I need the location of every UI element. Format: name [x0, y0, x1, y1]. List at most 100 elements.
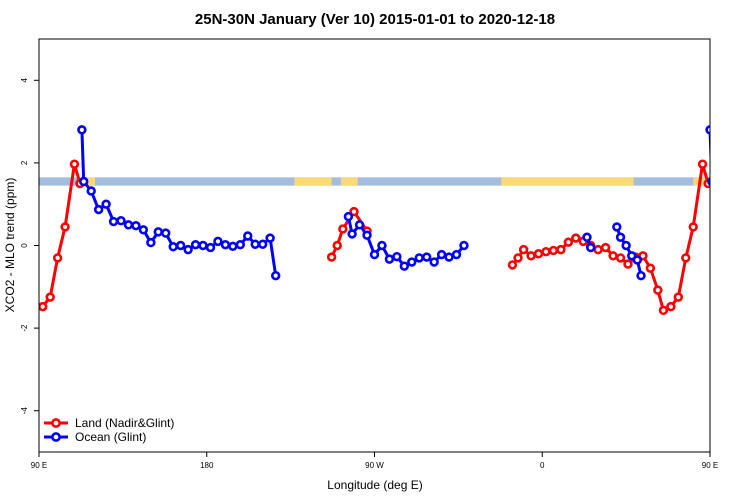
land-data-point	[39, 301, 48, 312]
ocean-data-point	[79, 176, 89, 187]
ocean-data-point	[436, 249, 447, 260]
land-data-point	[60, 222, 70, 232]
ocean-data-point	[621, 240, 631, 251]
land-data-point	[45, 292, 55, 302]
ocean-data-point	[421, 252, 432, 262]
ocean-band	[39, 177, 710, 186]
land-data-point	[69, 159, 80, 169]
ocean-data-point	[198, 240, 208, 251]
land-data-point	[658, 305, 669, 316]
land-data-point	[645, 263, 656, 273]
ocean-legend-marker	[51, 432, 61, 442]
ocean-data-point	[723, 206, 730, 213]
ocean-data-point	[707, 177, 710, 186]
ocean-data-point	[93, 204, 104, 215]
land-data-point	[518, 244, 529, 255]
land-band-segment	[693, 177, 710, 186]
land-ocean-band	[39, 177, 710, 186]
ocean-data-point	[77, 125, 87, 135]
land-data-point	[608, 251, 618, 261]
y-tick-label: 0	[20, 243, 29, 248]
land-data-point	[533, 249, 544, 259]
ocean-data-point	[612, 222, 622, 232]
y-tick-label: 2	[20, 160, 29, 165]
ocean-data-point	[377, 240, 387, 251]
ocean-data-point	[257, 239, 268, 249]
ocean-data-point	[459, 240, 469, 251]
ocean-data-point	[615, 232, 626, 242]
ocean-data-point	[362, 230, 372, 240]
ocean-data-point	[250, 239, 260, 249]
x-tick-label: 90 E	[702, 461, 718, 470]
ocean-data-point	[183, 244, 193, 255]
ocean-data-point	[131, 220, 141, 231]
land-data-point	[697, 159, 708, 169]
ocean-data-point	[213, 236, 223, 247]
ocean-data-point	[168, 242, 178, 252]
ocean-data-point	[354, 220, 365, 230]
land-data-point	[548, 245, 559, 256]
series-layer	[39, 125, 745, 316]
ocean-data-point	[86, 186, 96, 196]
ocean-data-point	[220, 239, 231, 250]
ocean-data-point	[190, 239, 201, 250]
land-data-point	[507, 260, 518, 270]
x-axis-label: Longitude (deg E)	[327, 478, 422, 492]
land-data-point	[571, 233, 581, 243]
land-data-point	[666, 301, 676, 312]
land-data-point	[556, 244, 566, 255]
x-axis: 90 E 180 90 W 0 90 E	[31, 452, 718, 470]
y-tick-label: 4	[20, 78, 29, 83]
land-data-point	[653, 285, 663, 295]
ocean-series-line	[80, 129, 278, 276]
land-data-point	[332, 240, 342, 251]
ocean-data-point	[138, 225, 149, 235]
ocean-data-point	[271, 270, 281, 281]
land-data-point	[541, 246, 551, 257]
land-series-line	[511, 162, 710, 312]
ocean-data-point	[738, 218, 745, 225]
ocean-data-point	[265, 233, 275, 243]
land-data-point	[349, 206, 359, 217]
ocean-data-point	[228, 241, 238, 252]
ocean-data-point	[116, 216, 126, 226]
legend: Land (Nadir&Glint)Ocean (Glint)	[44, 416, 174, 444]
ocean-data-point	[392, 251, 402, 262]
ocean-data-point	[582, 232, 592, 242]
ocean-data-point	[123, 220, 134, 230]
land-legend-marker	[51, 418, 61, 428]
x-tick-label: 90 E	[31, 461, 47, 470]
chart-title: 25N-30N January (Ver 10) 2015-01-01 to 2…	[195, 11, 555, 28]
land-data-point	[526, 251, 536, 261]
ocean-data-point	[205, 242, 216, 253]
ocean-data-point	[414, 253, 424, 263]
ocean-data-point	[101, 199, 111, 209]
land-data-point	[623, 259, 633, 269]
ocean-data-point	[175, 240, 186, 251]
x-tick-label: 90 W	[365, 461, 384, 470]
ocean-data-point	[146, 237, 156, 248]
land-data-point	[563, 237, 574, 247]
x-tick-label: 0	[540, 461, 545, 470]
y-tick-label: -2	[20, 324, 29, 332]
land-band-segment	[340, 177, 358, 186]
ocean-data-point	[235, 239, 246, 250]
ocean-data-point	[407, 257, 417, 267]
land-data-point	[673, 292, 684, 302]
ocean-data-point	[153, 227, 163, 237]
ocean-data-point	[632, 255, 643, 265]
ocean-data-point	[108, 216, 119, 227]
land-data-point	[326, 252, 337, 262]
ocean-data-point	[586, 242, 596, 253]
ocean-data-point	[347, 229, 357, 239]
land-data-point	[513, 253, 523, 263]
ocean-series-line	[708, 129, 710, 171]
ocean-data-point	[399, 261, 410, 271]
land-data-point	[338, 224, 348, 234]
ocean-data-point	[369, 249, 380, 260]
x-tick-label: 180	[200, 461, 214, 470]
ocean-data-point	[343, 211, 354, 222]
ocean-data-point	[731, 201, 738, 208]
land-band-segment	[501, 177, 634, 186]
